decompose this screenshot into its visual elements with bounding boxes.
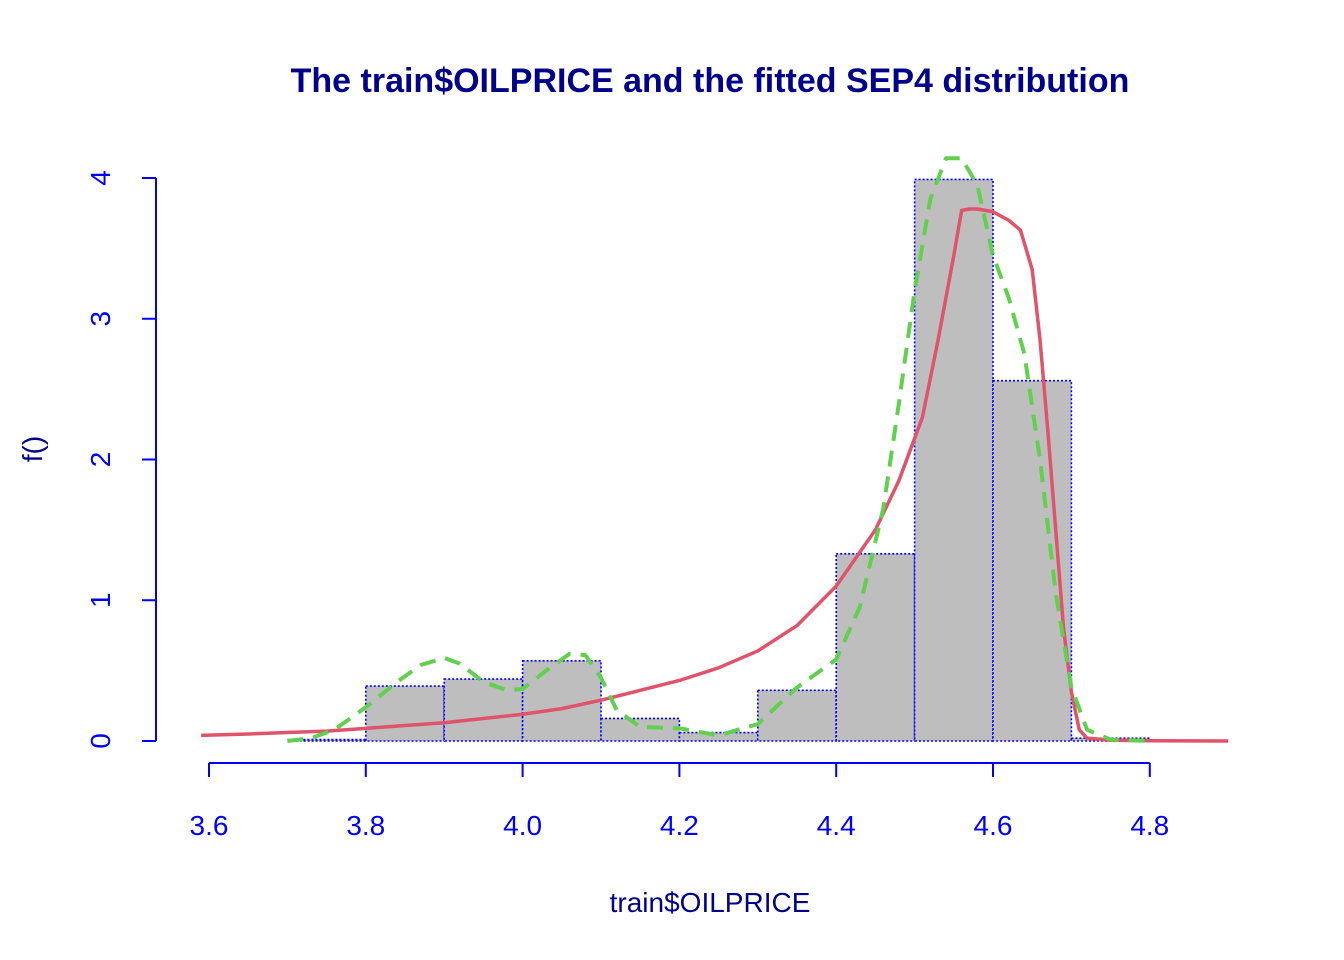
x-tick-label-6: 4.8 [1130, 810, 1169, 841]
x-tick-label-1: 3.8 [346, 810, 385, 841]
x-tick-label-3: 4.2 [660, 810, 699, 841]
y-tick-label-1: 1 [85, 592, 116, 608]
histogram-bar-4 [600, 717, 681, 742]
x-tick-label-4: 4.4 [817, 810, 856, 841]
chart-title: The train$OILPRICE and the fitted SEP4 d… [291, 62, 1130, 100]
histogram-bar-6 [756, 689, 837, 742]
histogram-bar-3 [521, 659, 602, 742]
histogram-bar-7 [835, 552, 916, 742]
histogram-bar-5 [678, 731, 759, 742]
series-layer [201, 156, 1229, 743]
x-axis-label: train$OILPRICE [610, 887, 811, 918]
histogram-bar-2 [443, 678, 524, 742]
y-tick-label-3: 3 [85, 311, 116, 327]
y-tick-label-4: 4 [85, 170, 116, 186]
x-tick-label-0: 3.6 [190, 810, 229, 841]
y-tick-label-0: 0 [85, 733, 116, 749]
y-tick-label-2: 2 [85, 452, 116, 468]
kde-density-line [287, 156, 1150, 743]
fitted-sep4-line [201, 207, 1229, 743]
histogram-bars [286, 178, 1151, 742]
histogram-bar-1 [364, 685, 445, 742]
x-axis: 3.6 3.8 4.0 4.2 4.4 4.6 4.8 [190, 762, 1169, 841]
x-tick-label-2: 4.0 [503, 810, 542, 841]
x-tick-label-5: 4.6 [974, 810, 1013, 841]
y-axis: 0 1 2 3 4 [85, 170, 157, 749]
y-axis-label: f() [17, 436, 48, 462]
histogram-bar-8 [913, 178, 994, 742]
